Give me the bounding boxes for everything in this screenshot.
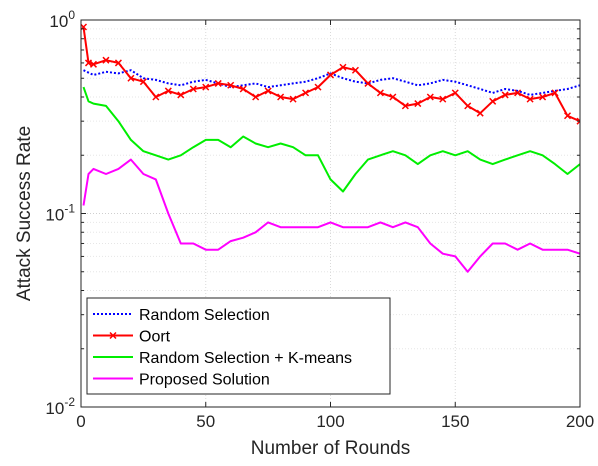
series-line	[83, 69, 580, 96]
series-point	[476, 109, 484, 117]
series-point	[563, 112, 572, 120]
y-tick-label: 10-2	[45, 395, 75, 418]
series-point	[164, 87, 172, 95]
y-tick-label: 10-1	[45, 202, 75, 225]
series-point	[314, 83, 322, 91]
x-tick-label: 150	[441, 412, 469, 431]
series-point	[439, 95, 447, 103]
x-tick-label: 200	[566, 412, 594, 431]
series-point	[389, 93, 397, 101]
series-point	[302, 89, 310, 97]
x-axis-label: Number of Rounds	[251, 438, 410, 459]
series-point	[364, 79, 372, 87]
series-layer	[81, 23, 580, 273]
legend-label: Random Selection + K-means	[139, 350, 352, 367]
series-point	[451, 89, 459, 97]
series-point	[277, 93, 285, 101]
series-point	[152, 93, 160, 101]
legend-label: Proposed Solution	[139, 372, 270, 389]
series-point	[414, 100, 422, 108]
series-point	[514, 89, 522, 97]
series-line	[82, 86, 580, 193]
x-tick-label: 100	[316, 412, 344, 431]
y-axis-label: Attack Success Rate	[14, 126, 35, 301]
series-point	[227, 81, 235, 89]
series-point	[102, 56, 110, 64]
series-2	[82, 86, 580, 193]
ticks: 0 50 100 150 200 10-2 10-1 100	[45, 8, 594, 431]
series-point	[464, 102, 472, 110]
series-0	[83, 69, 580, 96]
series-point	[252, 93, 260, 101]
series-point	[127, 74, 135, 82]
series-point	[89, 60, 98, 68]
x-tick-label: 50	[196, 412, 215, 431]
legend-label: Random Selection	[139, 307, 270, 324]
legend-box	[86, 297, 391, 395]
series-point	[289, 95, 297, 103]
series-point	[264, 87, 272, 95]
legend-marker	[109, 331, 117, 340]
series-3	[82, 158, 580, 273]
series-point	[501, 91, 509, 99]
series-point	[114, 59, 122, 67]
series-point	[376, 89, 384, 97]
legend-label: Oort	[139, 329, 171, 346]
series-point	[576, 117, 580, 125]
x-tick-label: 0	[76, 412, 85, 431]
legend: Random Selection Oort Random Selection + K…	[86, 297, 391, 395]
series-point	[526, 95, 534, 103]
series-point	[401, 102, 409, 110]
series-point	[139, 78, 147, 86]
series-point	[489, 97, 497, 105]
series-point	[426, 93, 434, 101]
series-point	[214, 79, 222, 87]
series-point	[539, 93, 547, 101]
series-point	[189, 85, 197, 93]
series-point	[84, 59, 93, 67]
series-point	[351, 66, 359, 74]
series-point	[339, 63, 347, 71]
series-1	[81, 23, 580, 125]
series-point	[551, 89, 559, 97]
series-point	[202, 83, 210, 91]
series-line	[82, 158, 580, 273]
series-point	[239, 85, 247, 93]
y-tick-label: 100	[49, 8, 75, 31]
series-point	[177, 91, 185, 99]
series-point	[326, 71, 335, 79]
